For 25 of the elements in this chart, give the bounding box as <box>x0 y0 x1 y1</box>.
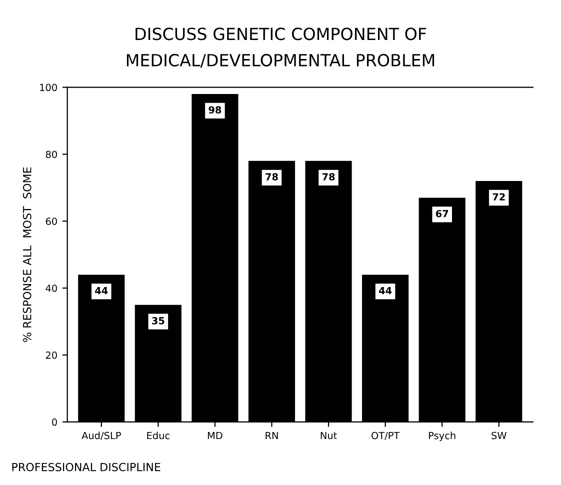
y-tick-label: 80 <box>46 150 57 158</box>
x-tick-label: Nut <box>320 432 337 440</box>
y-tick-label: 60 <box>46 218 57 225</box>
x-tick-label: MD <box>208 432 222 440</box>
x-tick-label: SW <box>492 432 506 440</box>
y-tick-label: 100 <box>40 84 57 92</box>
data-label: 78 <box>322 173 335 180</box>
data-label: 35 <box>152 317 164 324</box>
data-label: 98 <box>208 106 222 114</box>
data-label: 67 <box>436 210 448 218</box>
data-label: 72 <box>492 193 505 200</box>
y-tick-label: 0 <box>52 418 57 426</box>
x-tick-label: Psych <box>429 432 456 442</box>
x-axis-title: PROFESSIONAL DISCIPLINE <box>12 462 160 472</box>
x-tick-label: Educ <box>147 432 170 440</box>
x-tick-label: Aud/SLP <box>82 432 121 440</box>
y-tick-label: 20 <box>46 352 57 359</box>
data-label: 44 <box>95 287 108 294</box>
x-tick-label: RN <box>266 432 278 440</box>
data-label: 44 <box>378 287 392 294</box>
y-tick-label: 40 <box>46 284 57 292</box>
x-tick-label: OT/PT <box>372 432 400 440</box>
data-label: 78 <box>266 173 278 180</box>
chart-title: DISCUSS GENETIC COMPONENT OF MEDICAL/DEVELOPMENTAL PROBLEM <box>126 28 434 68</box>
y-axis-title: % RESPONSE ALL MOST SOME <box>22 167 32 342</box>
